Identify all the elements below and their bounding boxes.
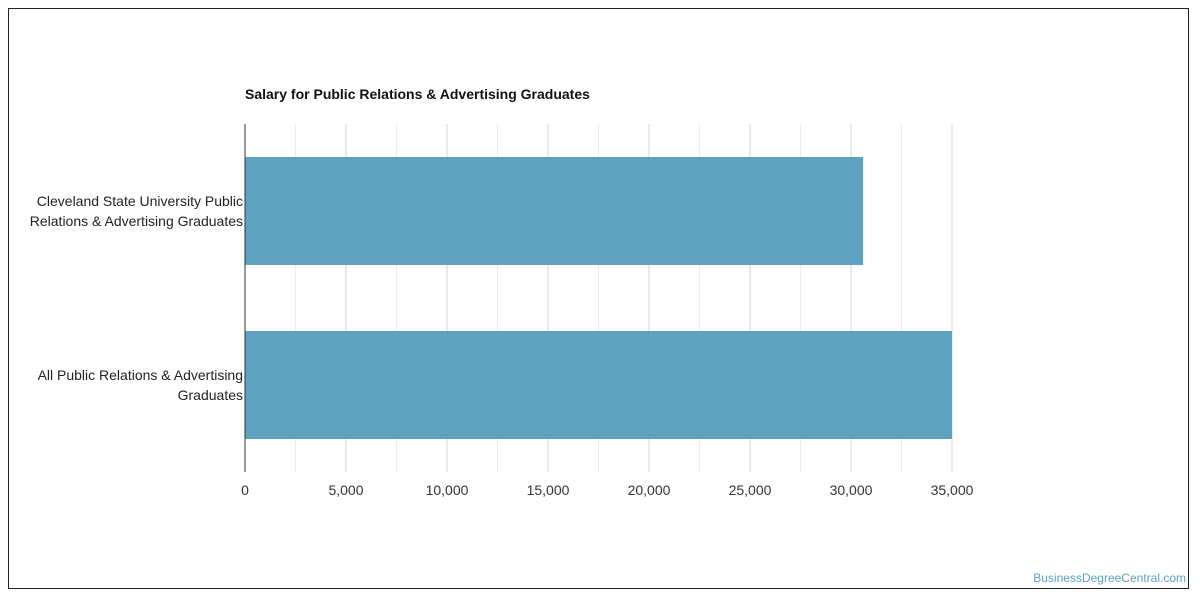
bars [245, 157, 952, 439]
x-tick-label: 30,000 [830, 482, 873, 498]
x-tick-label: 0 [241, 482, 249, 498]
chart-title: Salary for Public Relations & Advertisin… [245, 86, 590, 102]
bar[interactable] [245, 157, 864, 265]
category-label: Cleveland State University Public Relatio… [30, 193, 243, 229]
x-tick-label: 15,000 [527, 482, 570, 498]
watermark[interactable]: BusinessDegreeCentral.com [1033, 571, 1186, 585]
x-tick-label: 5,000 [328, 482, 363, 498]
x-tick-label: 20,000 [628, 482, 671, 498]
category-label: All Public Relations & Advertising Gradua… [38, 367, 243, 403]
x-tick-label: 10,000 [426, 482, 469, 498]
x-tick-label: 25,000 [729, 482, 772, 498]
bar[interactable] [245, 331, 952, 439]
labels: Cleveland State University Public Relatio… [30, 193, 974, 498]
x-tick-label: 35,000 [931, 482, 974, 498]
